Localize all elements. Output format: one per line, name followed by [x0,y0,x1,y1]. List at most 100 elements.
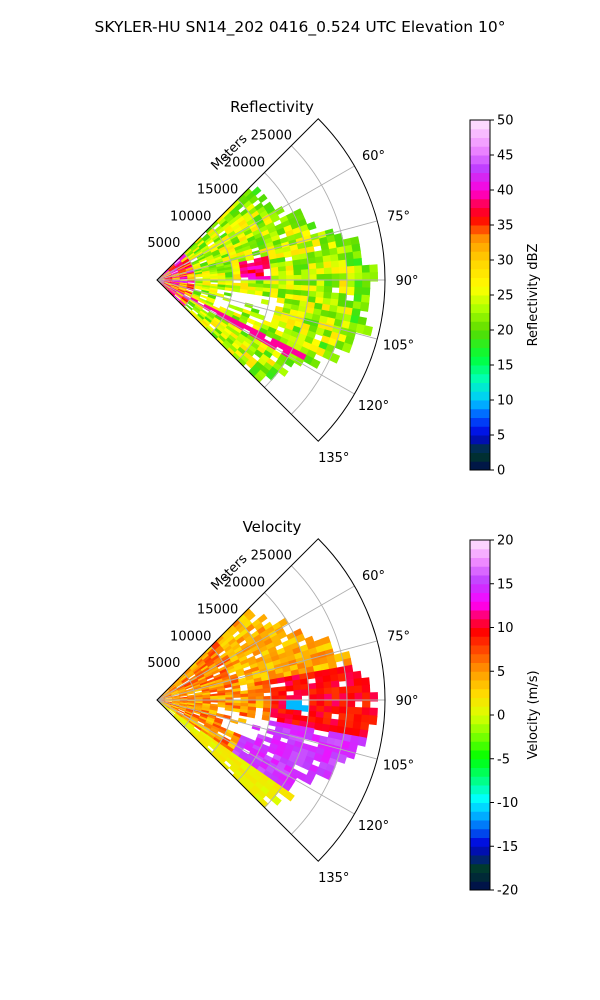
radar-cell [278,690,287,697]
colorbar-swatch [470,163,490,173]
radar-cell [232,288,241,293]
radar-cell [179,673,187,681]
colorbar-swatch [470,767,490,777]
radar-cell [276,676,286,684]
radar-cell [237,613,248,623]
radar-cell [256,345,267,355]
radar-cell [255,700,264,705]
radar-cell [219,752,229,761]
radar-cell [207,260,217,266]
radar-cell [232,273,242,278]
radar-cell [293,704,302,712]
radar-cell [172,280,181,282]
colorbar-swatch [470,872,490,882]
range-tick-label: 5000 [147,236,180,251]
radar-cell [278,284,287,291]
radar-cell [183,305,191,313]
radar-cell [199,310,208,318]
reflectivity-frame [156,118,386,442]
radar-cell [220,639,229,648]
radar-cell [193,685,202,690]
radar-cell [228,304,237,310]
radar-cell [240,700,249,704]
radar-cell [229,752,239,761]
radar-cell [262,319,272,328]
colorbar-tick-label: 25 [497,289,514,304]
radar-cell [301,761,313,771]
radar-cell [179,254,188,262]
radar-cell [335,239,345,249]
radar-cell [242,245,252,252]
radar-cell [179,703,188,706]
radar-cell [201,688,211,693]
radar-cell [220,219,229,228]
radar-cell [195,314,204,323]
radar-cell [293,269,302,277]
radar-cell [250,307,260,315]
radar-cell [194,249,203,256]
radar-cell [258,747,269,756]
radar-cell [240,693,249,698]
colorbar-swatch [470,373,490,383]
radar-cell [225,274,234,279]
radar-cell [210,331,219,340]
radar-cell [191,294,200,300]
radar-cell [299,672,309,681]
radar-cell [255,692,264,698]
colorbar-swatch [470,863,490,873]
radar-cell [204,302,213,308]
radar-cell [239,354,250,364]
radar-cell [193,268,203,273]
radar-cell [214,314,223,322]
radar-cell [281,752,291,762]
radar-cell [262,687,272,694]
radar-cell [214,747,223,756]
radar-cell [251,618,262,628]
radar-cell [268,720,278,727]
radar-cell [342,237,353,248]
radar-cell [331,706,340,715]
colorbar-swatch [470,837,490,847]
radar-cell [313,722,324,731]
radar-cell [164,700,173,702]
radar-cell [206,312,216,320]
radar-cell [225,214,235,224]
colorbar-swatch [470,303,490,313]
radar-cell [180,255,189,262]
radar-cell [163,703,172,708]
radar-cell [250,630,261,640]
radar-cell [235,667,245,675]
radar-cell [176,711,184,717]
radar-cell [195,670,204,678]
radar-cell [164,698,173,700]
radar-cell [338,259,348,269]
radar-cell [180,718,188,725]
radar-cell [181,296,190,303]
colorbar-swatch [470,820,490,830]
radar-cell [171,285,179,290]
radar-cell [172,700,181,702]
radar-cell [184,711,193,717]
radar-cell [206,732,216,740]
radar-cell [220,318,230,327]
radar-cell [239,238,250,246]
colorbar-swatch [470,365,490,375]
radar-cell [192,710,202,715]
range-tick-label: 10000 [170,629,211,644]
radar-cell [361,677,370,687]
colorbar-swatch [470,382,490,392]
radar-cell [232,311,242,319]
radar-cell [221,342,230,351]
radar-cell [171,272,180,276]
radar-cell [247,283,257,288]
radar-cell [220,738,230,747]
radar-cell [269,678,279,685]
radar-cell [171,275,181,278]
radar-cell [211,669,220,676]
radar-cell [308,268,318,276]
colorbar-swatch [470,312,490,322]
radar-cell [308,274,318,282]
radar-cell [204,252,214,259]
radar-cell [233,632,244,642]
radar-cell [346,272,356,282]
